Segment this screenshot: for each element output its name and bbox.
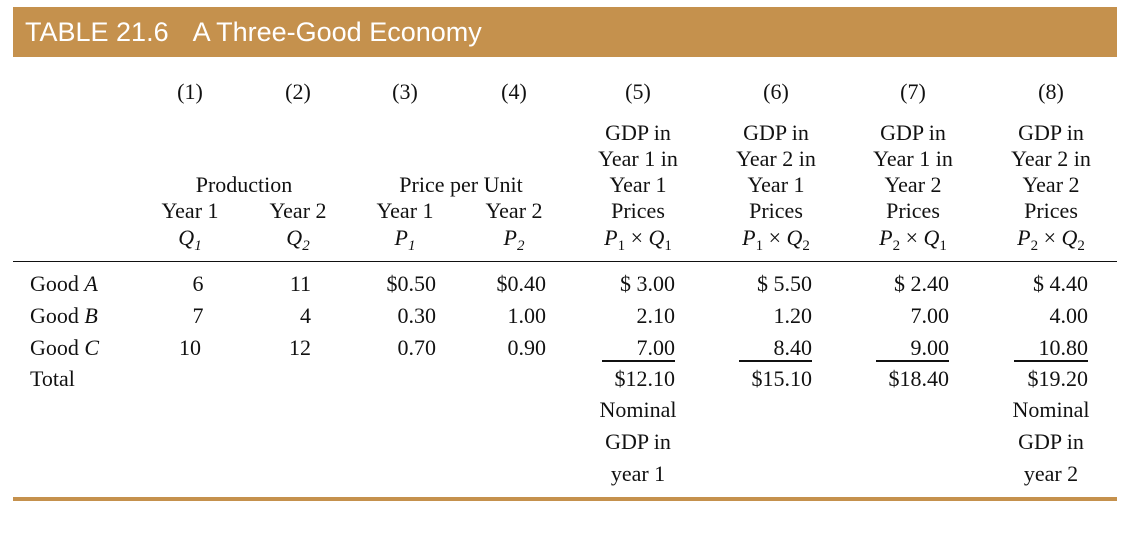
cell: 12 — [289, 335, 311, 360]
total-value: $18.40 — [888, 366, 950, 391]
gdp-header-7-line-4: Prices — [886, 198, 940, 223]
column-number-6: (6) — [763, 79, 789, 104]
gdp-header-6-line-2: Year 2 in — [736, 146, 816, 171]
cell: 6 — [192, 271, 204, 296]
formula-7: P2 × Q1 — [879, 225, 947, 254]
bottom-rule — [13, 497, 1117, 501]
gdp-header-6-line-4: Prices — [749, 198, 803, 223]
note-col8-line-1: Nominal — [1012, 397, 1090, 422]
cell: 8.40 — [773, 335, 813, 360]
gdp-header-7-line-3: Year 2 — [884, 172, 942, 197]
cell: 9.00 — [910, 335, 950, 360]
year-label-2: Year 2 — [269, 198, 327, 223]
symbol-q2: Q2 — [286, 225, 310, 254]
gdp-header-5-line-2: Year 1 in — [598, 146, 678, 171]
symbol-q1: Q1 — [178, 225, 202, 254]
cell: 7.00 — [910, 303, 950, 328]
cell: 4 — [300, 303, 311, 328]
sum-underline-7 — [876, 360, 949, 362]
column-number-1: (1) — [177, 79, 203, 104]
production-header: Production — [195, 172, 293, 197]
note-col5-line-2: GDP in — [605, 429, 671, 454]
gdp-header-8-line-4: Prices — [1024, 198, 1078, 223]
symbol-p2: P2 — [503, 225, 525, 254]
formula-6: P1 × Q2 — [742, 225, 810, 254]
gdp-header-5-line-3: Year 1 — [609, 172, 667, 197]
note-col5-line-3: year 1 — [610, 461, 666, 486]
total-label: Total — [30, 366, 75, 391]
gdp-header-8-line-2: Year 2 in — [1011, 146, 1091, 171]
cell: 2.10 — [636, 303, 676, 328]
table-title-bar: TABLE 21.6 A Three-Good Economy — [13, 7, 1117, 57]
year-label-3: Year 1 — [376, 198, 434, 223]
cell: $0.40 — [496, 271, 547, 296]
header-rule — [13, 261, 1117, 262]
column-number-7: (7) — [900, 79, 926, 104]
column-number-3: (3) — [392, 79, 418, 104]
column-number-2: (2) — [285, 79, 311, 104]
column-number-5: (5) — [625, 79, 651, 104]
note-col5-line-1: Nominal — [599, 397, 677, 422]
cell: 11 — [289, 271, 311, 296]
gdp-header-5-line-1: GDP in — [605, 120, 671, 145]
cell: $ 4.40 — [1033, 271, 1088, 296]
year-label-1: Year 1 — [161, 198, 219, 223]
gdp-header-7-line-2: Year 1 in — [873, 146, 953, 171]
cell: 0.30 — [397, 303, 437, 328]
note-col8-line-2: GDP in — [1018, 429, 1084, 454]
cell: 10.80 — [1038, 335, 1089, 360]
price-per-unit-header: Price per Unit — [399, 172, 523, 197]
sum-underline-8 — [1014, 360, 1088, 362]
gdp-header-5-line-4: Prices — [611, 198, 665, 223]
cell: 10 — [179, 335, 201, 360]
cell: 7 — [192, 303, 204, 328]
note-col8-line-3: year 2 — [1023, 461, 1079, 486]
cell: 7.00 — [636, 335, 676, 360]
table-title: A Three-Good Economy — [192, 17, 482, 47]
gdp-header-6-line-3: Year 1 — [747, 172, 805, 197]
formula-8: P2 × Q2 — [1017, 225, 1085, 254]
cell: 1.00 — [507, 303, 547, 328]
gdp-header-8-line-1: GDP in — [1018, 120, 1084, 145]
total-value: $12.10 — [614, 366, 676, 391]
cell: $0.50 — [386, 271, 437, 296]
column-number-8: (8) — [1038, 79, 1064, 104]
gdp-header-7-line-1: GDP in — [880, 120, 946, 145]
cell: $ 3.00 — [620, 271, 675, 296]
row-label-good-c: Good C — [30, 335, 100, 360]
row-label-good-a: Good A — [30, 271, 98, 296]
symbol-p1: P1 — [394, 225, 416, 254]
sum-underline-5 — [602, 360, 675, 362]
sum-underline-6 — [739, 360, 812, 362]
year-label-4: Year 2 — [485, 198, 543, 223]
cell: 1.20 — [773, 303, 813, 328]
formula-5: P1 × Q1 — [604, 225, 672, 254]
column-number-4: (4) — [501, 79, 527, 104]
gdp-header-8-line-3: Year 2 — [1022, 172, 1080, 197]
cell: 0.70 — [397, 335, 437, 360]
cell: 4.00 — [1049, 303, 1089, 328]
gdp-header-6-line-1: GDP in — [743, 120, 809, 145]
table-number: TABLE 21.6 — [25, 17, 169, 47]
cell: $ 2.40 — [894, 271, 949, 296]
cell: 0.90 — [507, 335, 547, 360]
total-value: $19.20 — [1027, 366, 1089, 391]
cell: $ 5.50 — [757, 271, 812, 296]
total-value: $15.10 — [751, 366, 813, 391]
row-label-good-b: Good B — [30, 303, 98, 328]
